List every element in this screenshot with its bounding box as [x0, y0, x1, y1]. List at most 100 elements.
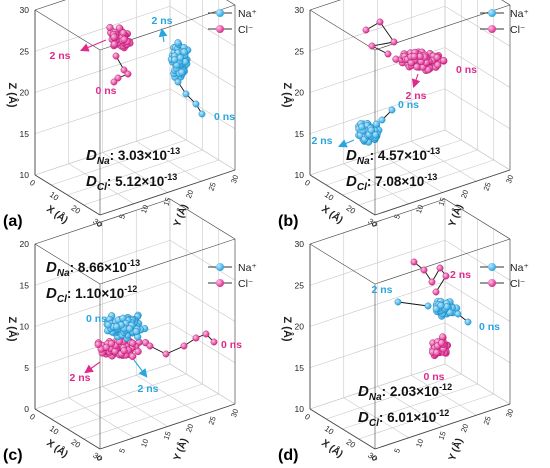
grid-line: [358, 393, 494, 440]
diffusion-coefficient-cl: DCl: 5.12×10-13: [86, 172, 177, 193]
cl-ion: [112, 52, 120, 60]
na-cluster: [103, 311, 149, 342]
z-tick-label: 20: [295, 322, 305, 332]
cl-trail: [146, 330, 218, 358]
y-tick-label: 10: [139, 204, 150, 215]
cl-ion: [106, 24, 114, 32]
grid-line: [309, 239, 446, 286]
time-arrow: [411, 73, 421, 89]
z-axis-label: Z (Å): [6, 83, 19, 108]
time-arrow: [158, 27, 168, 43]
box-edge: [99, 238, 236, 285]
y-tick-label: 0: [370, 221, 380, 228]
grid-line: [136, 140, 202, 182]
d-na_prefix: D: [86, 147, 97, 164]
legend-label-na: Na⁺: [510, 262, 529, 274]
grid-line: [169, 281, 236, 322]
y-axis: [99, 403, 236, 450]
y-tick-label: 20: [184, 189, 195, 200]
box-edge: [309, 0, 341, 11]
na-ion: [180, 48, 188, 56]
box-edge: [309, 243, 376, 285]
na-cluster: [355, 120, 383, 146]
na-trail: [174, 78, 206, 118]
time-arrow: [133, 359, 148, 378]
d-cl_sub: Cl: [97, 182, 107, 193]
cl-cluster: [106, 24, 134, 52]
cl-ion: [442, 272, 450, 280]
diffusion-coefficient-cl: DCl: 1.10×10-12: [46, 284, 137, 305]
na-ion: [367, 126, 375, 134]
legend-label-na: Na⁺: [238, 262, 257, 274]
box-edge: [34, 198, 171, 245]
z-tick-label: 15: [295, 129, 305, 139]
na-ion: [174, 39, 182, 47]
z-tick-label: 15: [20, 280, 30, 290]
y-axis-label: Y (Å): [445, 436, 465, 462]
diffusion-coefficient-na: DNa: 4.57×10-13: [346, 146, 440, 167]
x-axis-label: X (Å): [319, 202, 346, 226]
cl-trail: [362, 18, 398, 58]
legend: Na⁺ Cl⁻: [480, 262, 529, 290]
cl-ion: [192, 334, 200, 342]
y-tick-label: 30: [229, 408, 240, 419]
box-edge: [34, 0, 66, 11]
time-label: 2 ns: [137, 383, 158, 395]
grid-line: [169, 129, 236, 171]
axes-box: [34, 0, 236, 216]
x-tick-label: 10: [323, 424, 336, 437]
y-tick-label: 30: [229, 174, 240, 185]
d-cl_prefix: D: [358, 409, 369, 426]
na-ion: [443, 303, 451, 311]
x-tick-label: 20: [345, 203, 358, 216]
cl-ion: [102, 343, 110, 352]
z-tick-label: 0: [24, 404, 29, 414]
legend-label-cl: Cl⁻: [238, 278, 254, 290]
na-cluster: [167, 39, 192, 81]
legend-label-cl: Cl⁻: [238, 24, 254, 36]
d-cl_value: : 1.10×10: [67, 286, 124, 301]
na-trail: [394, 298, 432, 310]
legend-marker-cl: [216, 279, 224, 287]
cl-ion: [180, 342, 188, 350]
d-na_exp: -12: [439, 382, 452, 392]
legend-marker-na: [488, 9, 496, 17]
na-ion: [104, 321, 112, 329]
cl-ion: [124, 70, 132, 78]
grid-line: [377, 386, 443, 427]
legend-label-na: Na⁺: [510, 8, 529, 20]
cl-ion: [410, 258, 418, 266]
na-ion: [132, 328, 140, 336]
d-na_sub: Na: [57, 268, 70, 279]
cl-ion: [110, 78, 118, 86]
cl-ion: [202, 330, 210, 338]
box-edge: [34, 243, 101, 285]
grid-line: [411, 374, 477, 416]
y-axis: [374, 169, 511, 216]
na-ion: [198, 110, 206, 118]
legend-marker-cl: [488, 25, 496, 33]
time-label: 0 ns: [398, 99, 419, 111]
y-tick-label: 10: [414, 204, 425, 215]
na-ion: [378, 116, 386, 124]
grid-line: [444, 129, 511, 171]
d-na_value: : 3.03×10: [110, 148, 167, 163]
grid-line: [444, 363, 511, 405]
y-tick-label: 25: [481, 415, 492, 426]
d-cl_exp: -13: [164, 172, 177, 182]
na-ion: [192, 100, 200, 108]
axes-box: [309, 0, 511, 216]
na-ion: [358, 123, 366, 131]
legend: Na⁺ Cl⁻: [480, 8, 529, 36]
d-na_value: : 8.66×10: [70, 260, 127, 275]
box-edge: [374, 238, 511, 285]
cl-ion: [428, 278, 436, 286]
cl-ion: [110, 40, 119, 48]
x-axis-label: X (Å): [44, 436, 71, 460]
cl-cluster: [94, 336, 150, 361]
z-tick-label: 10: [295, 170, 305, 180]
x-axis: [309, 174, 376, 216]
grid-line: [169, 239, 236, 281]
